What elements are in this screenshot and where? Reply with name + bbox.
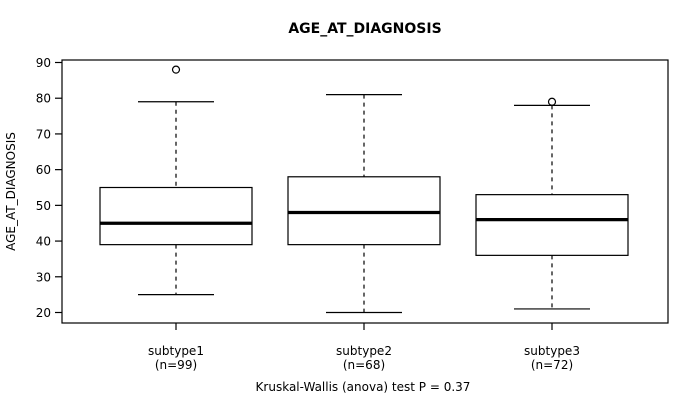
y-tick-label-90: 90	[36, 56, 51, 70]
y-tick-label-40: 40	[36, 235, 51, 249]
y-tick-label-20: 20	[36, 306, 51, 320]
y-tick-label-60: 60	[36, 163, 51, 177]
category-label-subtype2: subtype2	[336, 344, 392, 358]
chart-title: AGE_AT_DIAGNOSIS	[288, 21, 441, 37]
y-axis-label: AGE_AT_DIAGNOSIS	[4, 132, 18, 251]
x-axis	[175, 323, 553, 330]
y-tick-label-30: 30	[36, 270, 51, 284]
outlier-point	[547, 97, 557, 106]
category-sublabel-subtype1: (n=99)	[155, 358, 197, 372]
iqr-box	[475, 194, 629, 256]
y-tick-label-70: 70	[36, 127, 51, 141]
iqr-box	[99, 186, 253, 246]
boxplot-group-subtype1	[99, 65, 253, 296]
outlier-point	[171, 65, 181, 74]
category-label-subtype1: subtype1	[148, 344, 204, 358]
boxplot-group-subtype3	[475, 97, 629, 310]
y-axis: 20 30 40 50 60 70 80 90	[36, 56, 62, 320]
category-label-subtype3: subtype3	[524, 344, 580, 358]
y-tick-label-80: 80	[36, 92, 51, 106]
caption-text: Kruskal-Wallis (anova) test P = 0.37	[256, 380, 471, 394]
category-sublabel-subtype3: (n=72)	[531, 358, 573, 372]
category-labels: subtype1 (n=99) subtype2 (n=68) subtype3…	[148, 344, 580, 372]
y-tick-label-50: 50	[36, 199, 51, 213]
category-sublabel-subtype2: (n=68)	[343, 358, 385, 372]
plot-frame	[61, 59, 669, 324]
iqr-box	[287, 176, 441, 246]
boxes	[99, 65, 629, 314]
boxplot-group-subtype2	[287, 94, 441, 314]
